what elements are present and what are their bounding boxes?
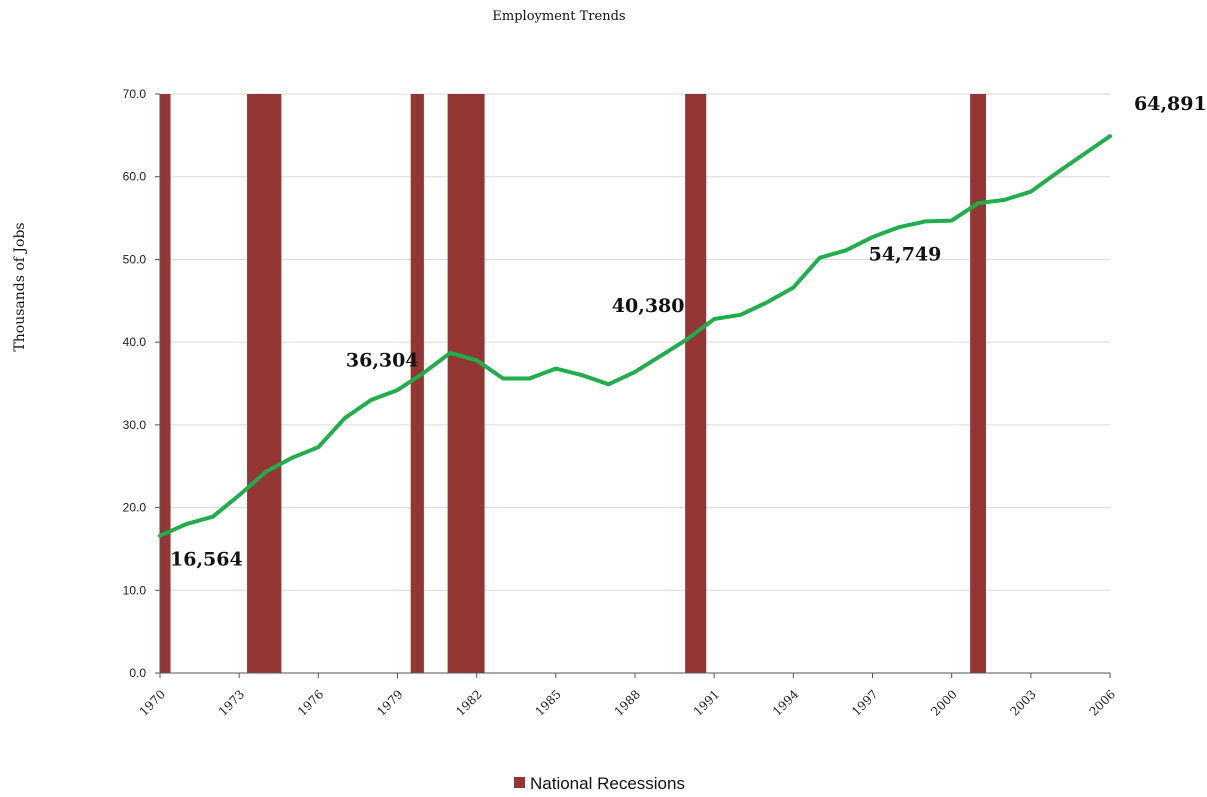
y-tick-label: 10.0	[123, 583, 147, 597]
gridlines	[160, 93, 1110, 591]
y-axis-label: Thousands of Jobs	[12, 222, 28, 351]
chart-title: Employment Trends	[492, 9, 625, 24]
y-tick-label: 60.0	[123, 170, 147, 184]
data-annotations: 16,564 36,304 40,380 54,749 64,891	[170, 93, 1207, 571]
y-tick-label: 40.0	[123, 335, 147, 349]
series-lines	[158, 134, 1112, 538]
x-tick-label: 1979	[374, 687, 405, 718]
x-tick-label: 1973	[216, 687, 247, 718]
data-annotation: 36,304	[346, 350, 419, 372]
x-tick-labels: 1970 1973 1976 1979 1982 1985 1988 1991 1994 1997…	[137, 687, 1118, 719]
legend: National Recessions	[514, 774, 685, 793]
x-tick-label: 1994	[770, 687, 802, 719]
y-tick-label: 30.0	[123, 418, 147, 432]
x-tick-label: 1988	[612, 687, 643, 718]
x-tick-label: 2006	[1087, 687, 1118, 718]
data-annotation: 64,891	[1134, 93, 1207, 115]
recession-bar	[160, 94, 171, 673]
x-tick-label: 1982	[453, 687, 484, 718]
recession-bar	[970, 94, 986, 673]
x-tick-label: 1985	[532, 687, 563, 718]
recession-bar	[447, 94, 485, 673]
recession-bar	[685, 94, 707, 673]
recession-bars	[160, 94, 986, 673]
x-tick-label: 2000	[928, 687, 959, 718]
x-tick-label: 1997	[849, 687, 880, 718]
recession-bar	[410, 94, 424, 673]
y-tick-label: 70.0	[123, 87, 147, 101]
legend-swatch-recessions	[514, 777, 525, 788]
y-tick-label: 0.0	[129, 666, 146, 680]
recession-bar	[247, 94, 282, 673]
x-tick-label: 1976	[295, 687, 326, 718]
y-tick-label: 20.0	[123, 501, 147, 515]
series-line	[158, 134, 1112, 538]
data-annotation: 40,380	[612, 295, 685, 317]
x-tick-label: 1991	[691, 687, 722, 718]
y-tick-labels: 0.0 10.0 20.0 30.0 40.0 50.0 60.0 70.0	[123, 87, 147, 680]
x-tick-label: 2003	[1007, 687, 1038, 718]
x-tick-label: 1970	[137, 687, 168, 718]
y-tick-label: 50.0	[123, 252, 147, 266]
data-annotation: 54,749	[869, 244, 942, 266]
data-annotation: 16,564	[170, 549, 243, 571]
legend-label-recessions: National Recessions	[530, 774, 685, 793]
axes	[155, 93, 1111, 678]
